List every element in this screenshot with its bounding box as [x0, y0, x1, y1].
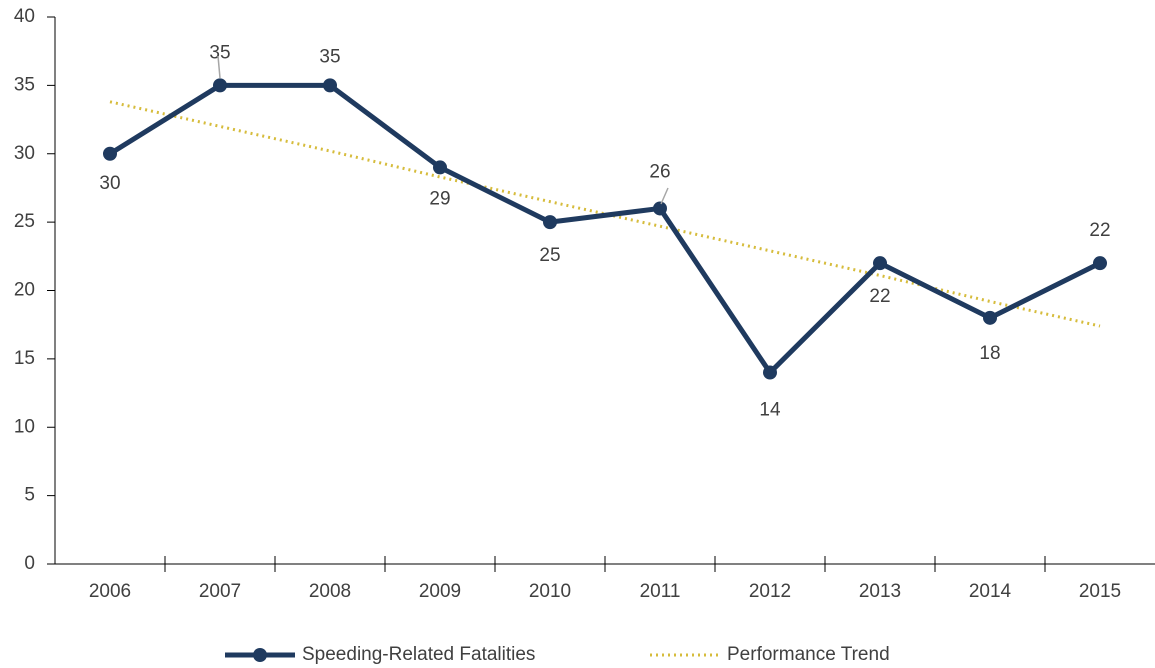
x-tick-label: 2008	[309, 581, 351, 602]
leader-line	[660, 187, 669, 205]
y-tick-label: 10	[14, 416, 35, 437]
point	[433, 160, 447, 175]
point	[543, 215, 557, 230]
x-tick-label: 2015	[1079, 581, 1121, 602]
data-label: 30	[99, 173, 120, 194]
point	[983, 310, 997, 325]
data-label: 22	[869, 286, 890, 307]
x-tick-label: 2012	[749, 581, 791, 602]
leader-line	[217, 55, 221, 79]
x-tick-label: 2011	[640, 581, 681, 602]
data-label: 18	[979, 343, 1000, 364]
y-tick-label: 35	[14, 74, 35, 95]
x-tick-label: 2007	[199, 581, 241, 602]
point	[873, 256, 887, 271]
y-tick-label: 20	[14, 280, 35, 301]
point	[213, 78, 227, 93]
trend-line	[109, 100, 1101, 328]
y-tick-label: 30	[14, 143, 35, 164]
data-label: 14	[759, 400, 781, 421]
point	[1093, 256, 1107, 271]
point	[323, 78, 337, 93]
x-tick-label: 2009	[419, 581, 461, 602]
point	[763, 365, 777, 380]
x-tick-label: 2006	[89, 581, 131, 602]
data-label: 25	[539, 245, 560, 266]
y-tick-label: 25	[14, 211, 35, 232]
y-tick-label: 15	[14, 348, 35, 369]
y-tick-label: 40	[14, 6, 35, 27]
data-label: 35	[209, 42, 230, 63]
x-tick-label: 2013	[859, 581, 901, 602]
data-label: 26	[649, 161, 670, 182]
point	[103, 146, 117, 161]
legend-label: Performance Trend	[727, 644, 890, 665]
data-label: 22	[1089, 220, 1110, 241]
point	[653, 201, 667, 216]
y-tick-label: 5	[24, 485, 35, 506]
data-label: 29	[429, 188, 450, 209]
legend-label: Speeding-Related Fatalities	[302, 644, 535, 665]
legend-marker	[253, 648, 267, 662]
data-label: 35	[319, 46, 340, 67]
x-tick-label: 2010	[529, 581, 571, 602]
y-tick-label: 0	[24, 553, 35, 574]
series-line	[108, 82, 1102, 376]
x-tick-label: 2014	[969, 581, 1012, 602]
